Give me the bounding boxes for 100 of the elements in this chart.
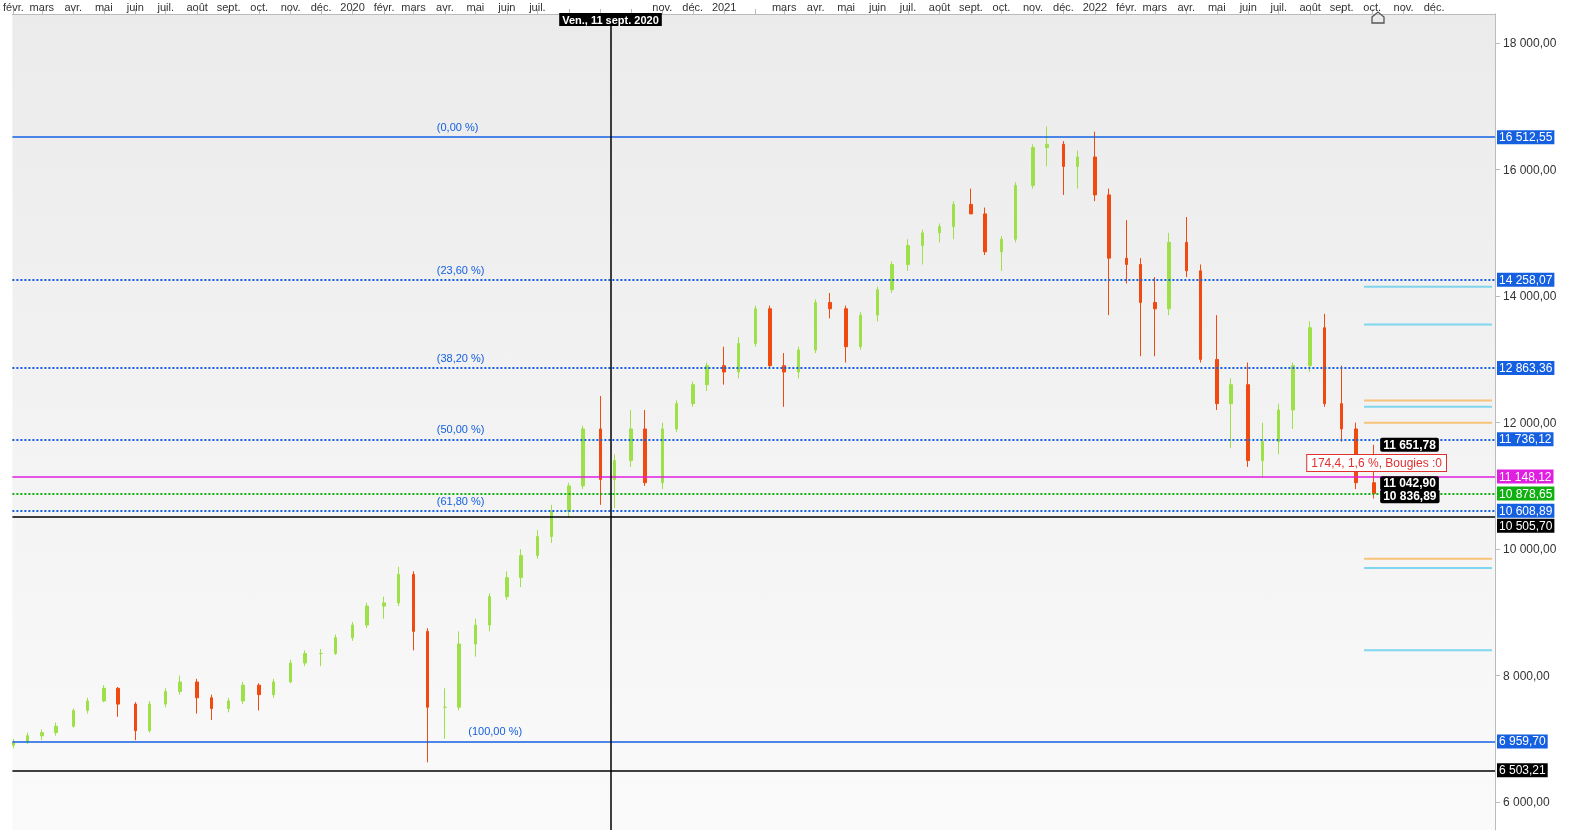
- x-tick-label: févr.: [373, 0, 395, 13]
- x-tick-label: juil.: [1269, 0, 1287, 13]
- candlestick: [1246, 362, 1250, 468]
- candlestick: [134, 701, 137, 741]
- candlestick: [536, 529, 539, 560]
- candlestick: [1185, 216, 1188, 278]
- y-tick-label: 10 000,00: [1503, 542, 1557, 557]
- candlestick: [54, 721, 58, 737]
- y-tick-label: 12 000,00: [1503, 415, 1557, 430]
- x-tick-label: nov.: [652, 0, 673, 13]
- x-tick-label: sept.: [1329, 0, 1354, 13]
- y-tick-label: 16 000,00: [1503, 162, 1557, 177]
- x-tick-label: juil.: [528, 0, 546, 13]
- candlestick: [814, 298, 817, 354]
- candlestick: [675, 399, 678, 433]
- annotation: 11 042,90: [1383, 476, 1437, 491]
- candlestick: [1093, 131, 1097, 202]
- x-tick-label: juil.: [898, 0, 917, 13]
- candlestick: [1340, 365, 1343, 443]
- x-tick-label: mars: [401, 0, 427, 13]
- candlestick: [1000, 235, 1003, 272]
- annotation: (50,00 %): [436, 423, 485, 436]
- candlestick: [195, 678, 199, 715]
- x-tick-label: mai: [466, 0, 485, 13]
- candlestick: [1153, 276, 1157, 357]
- annotation: (23,60 %): [436, 263, 485, 276]
- candlestick: [303, 649, 307, 667]
- x-tick-label: avr.: [64, 0, 83, 13]
- annotation: 10 836,89: [1383, 489, 1437, 504]
- candlestick: [272, 678, 275, 699]
- candlestick: [86, 697, 89, 715]
- x-tick-label: sept.: [959, 0, 983, 13]
- candlestick: [643, 409, 647, 487]
- annotation: (100,00 %): [468, 725, 523, 738]
- candlestick: [457, 630, 461, 711]
- ref-line-label: 11 736,12: [1499, 432, 1552, 447]
- x-tick-label: mai: [1207, 0, 1226, 13]
- candlestick: [1107, 188, 1111, 316]
- candlestick: [921, 229, 924, 265]
- candlestick: [969, 188, 973, 215]
- x-tick-label: févr.: [2, 0, 24, 13]
- candlestick: [581, 425, 585, 490]
- x-tick-label: juin: [868, 0, 887, 13]
- x-tick-label: déc.: [1053, 0, 1074, 13]
- annotation: 11 651,78: [1383, 437, 1437, 452]
- candlestick: [1076, 150, 1079, 190]
- x-tick-label: déc.: [1423, 0, 1445, 13]
- candlestick: [691, 381, 695, 408]
- x-tick-label: juin: [1238, 0, 1257, 13]
- candlestick: [443, 687, 447, 740]
- candlestick: [567, 482, 571, 519]
- candlestick: [828, 292, 832, 319]
- x-tick-label: déc.: [310, 0, 332, 13]
- x-tick-label: févr.: [1115, 0, 1137, 13]
- candlestick: [474, 618, 477, 658]
- annotation: 174,4, 1,6 %, Bougies :0: [1311, 456, 1443, 470]
- candlestick: [382, 596, 386, 620]
- candlestick: [519, 548, 523, 588]
- candlestick: [1167, 232, 1171, 316]
- candlestick: [705, 362, 709, 392]
- annotation: (38,20 %): [436, 352, 485, 365]
- candlestick: [289, 659, 292, 684]
- x-tick-label: nov.: [1022, 0, 1043, 13]
- candlestick: [1277, 403, 1280, 455]
- x-tick-label: avr.: [436, 0, 454, 13]
- x-tick-label: juil.: [156, 0, 174, 13]
- candlestick: [365, 602, 369, 629]
- x-tick-label: avr.: [1177, 0, 1196, 13]
- x-tick-label: août: [186, 0, 208, 13]
- x-tick-label: mars: [771, 0, 797, 13]
- ref-line-label: 10 878,65: [1499, 486, 1553, 501]
- x-tick-label: déc.: [682, 0, 704, 13]
- candlestick: [334, 634, 337, 656]
- candlestick: [116, 686, 120, 718]
- ref-line-label: Ven., 11 sept. 2020: [562, 13, 659, 26]
- annotation: (0,00 %): [436, 121, 479, 134]
- candlestick: [319, 648, 323, 667]
- candlestick: [859, 311, 862, 351]
- candlestick: [1031, 143, 1035, 190]
- x-tick-label: oct.: [250, 0, 269, 13]
- candlestick: [983, 207, 987, 256]
- x-tick-label: 2022: [1082, 0, 1108, 13]
- x-tick-label: oct.: [992, 0, 1011, 13]
- y-tick-label: 14 000,00: [1503, 289, 1557, 304]
- ref-line-label: 6 503,21: [1499, 763, 1547, 778]
- x-tick-label: avr.: [806, 0, 825, 13]
- ref-line-label: 14 258,07: [1499, 272, 1553, 287]
- candlestick: [1139, 257, 1142, 357]
- candlestick: [227, 697, 230, 713]
- x-tick-label: mai: [837, 0, 855, 13]
- candlestick: [906, 238, 910, 272]
- candlestick: [178, 675, 182, 696]
- candlestick: [1229, 377, 1233, 449]
- y-tick-label: 18 000,00: [1503, 36, 1557, 51]
- x-tick-label: mai: [94, 0, 113, 13]
- candlestick: [1062, 140, 1065, 196]
- y-tick-label: 8 000,00: [1503, 668, 1551, 683]
- candlestick: [876, 286, 879, 322]
- candlestick: [40, 728, 44, 741]
- x-tick-label: nov.: [1393, 0, 1414, 13]
